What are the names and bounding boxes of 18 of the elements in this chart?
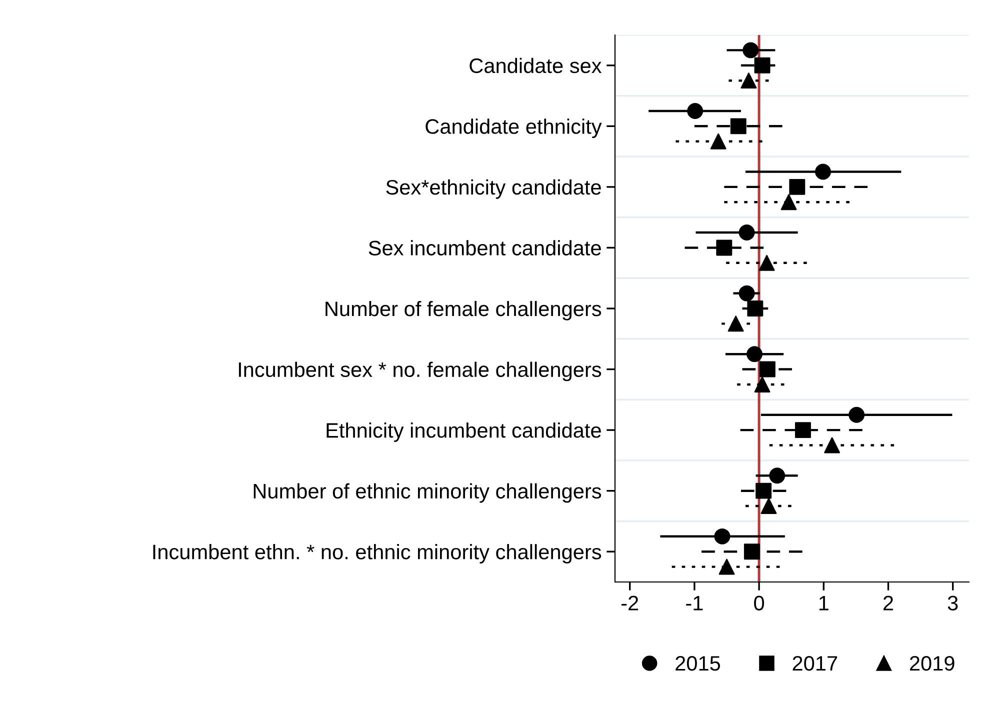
legend-label: 2015 [676, 656, 720, 671]
y-tick-label: Incumbent sex * no. female challengers [238, 362, 602, 382]
x-tick-label: 0 [754, 596, 764, 610]
y-tick-label: Ethnicity incumbent candidate [326, 422, 601, 442]
y-tick-label: Number of ethnic minority challengers [254, 483, 602, 503]
y-tick-label: Incumbent ethn. * no. ethnic minority challengers [153, 544, 602, 564]
legend-label: 2019 [910, 656, 954, 671]
x-tick-label: 1 [819, 596, 828, 610]
legend-label: 2017 [792, 656, 838, 671]
y-tick-label: Number of female challengers [326, 300, 602, 320]
y-tick-label: Candidate sex [470, 58, 602, 74]
x-tick-label: 2 [884, 596, 893, 610]
x-tick-label: -1 [686, 596, 703, 610]
y-tick-label: Sex incumbent candidate [368, 240, 601, 256]
y-tick-label: Sex*ethnicity candidate [386, 179, 601, 199]
x-tick-label: -2 [622, 596, 638, 610]
y-tick-label: Candidate ethnicity [426, 118, 602, 138]
x-tick-label: 3 [948, 596, 958, 610]
